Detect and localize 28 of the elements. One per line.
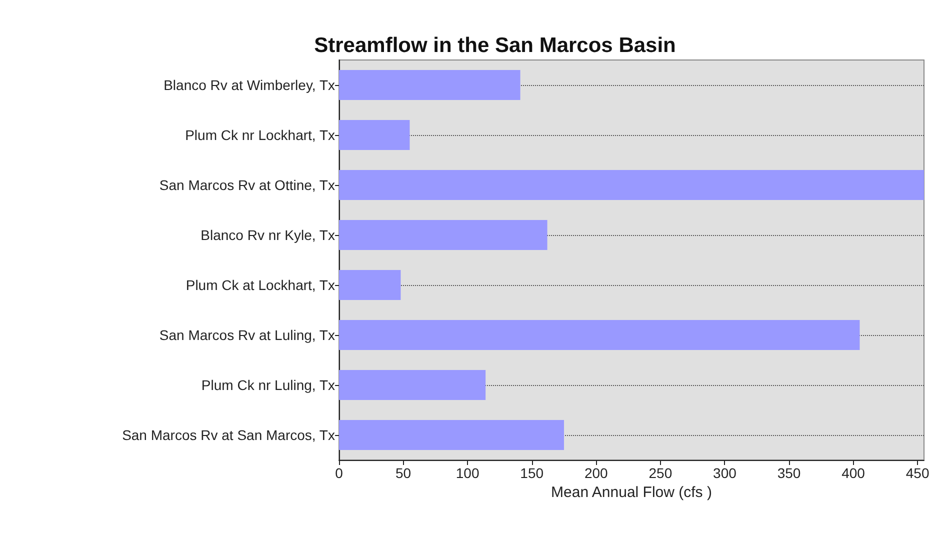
x-tick-label: 250 [648,465,672,481]
bar [339,170,924,200]
bar [339,420,564,450]
y-tick-label: Plum Ck nr Luling, Tx [201,377,335,393]
chart-title: Streamflow in the San Marcos Basin [314,34,676,57]
x-tick-label: 50 [395,465,412,481]
y-tick-label: Plum Ck at Lockhart, Tx [186,277,335,293]
bar [339,220,548,250]
x-tick-label: 200 [584,465,608,481]
x-tick-label: 100 [456,465,480,481]
y-tick-label: San Marcos Rv at San Marcos, Tx [122,427,335,443]
y-tick-label: San Marcos Rv at Luling, Tx [159,327,335,343]
x-tick-label: 150 [520,465,544,481]
x-tick-label: 300 [713,465,737,481]
y-tick-label: San Marcos Rv at Ottine, Tx [159,177,335,193]
bar [339,320,860,350]
bar [339,120,410,150]
bar [339,370,486,400]
bar [339,70,520,100]
x-tick-label: 0 [335,465,344,481]
y-tick-label: Blanco Rv at Wimberley, Tx [164,77,335,93]
bar [339,270,401,300]
y-tick-label: Blanco Rv nr Kyle, Tx [200,227,335,243]
x-tick-label: 450 [906,465,930,481]
x-axis-title: Mean Annual Flow (cfs ) [551,484,712,501]
x-tick-label: 350 [777,465,801,481]
y-tick-label: Plum Ck nr Lockhart, Tx [185,127,335,143]
x-tick-label: 400 [842,465,866,481]
